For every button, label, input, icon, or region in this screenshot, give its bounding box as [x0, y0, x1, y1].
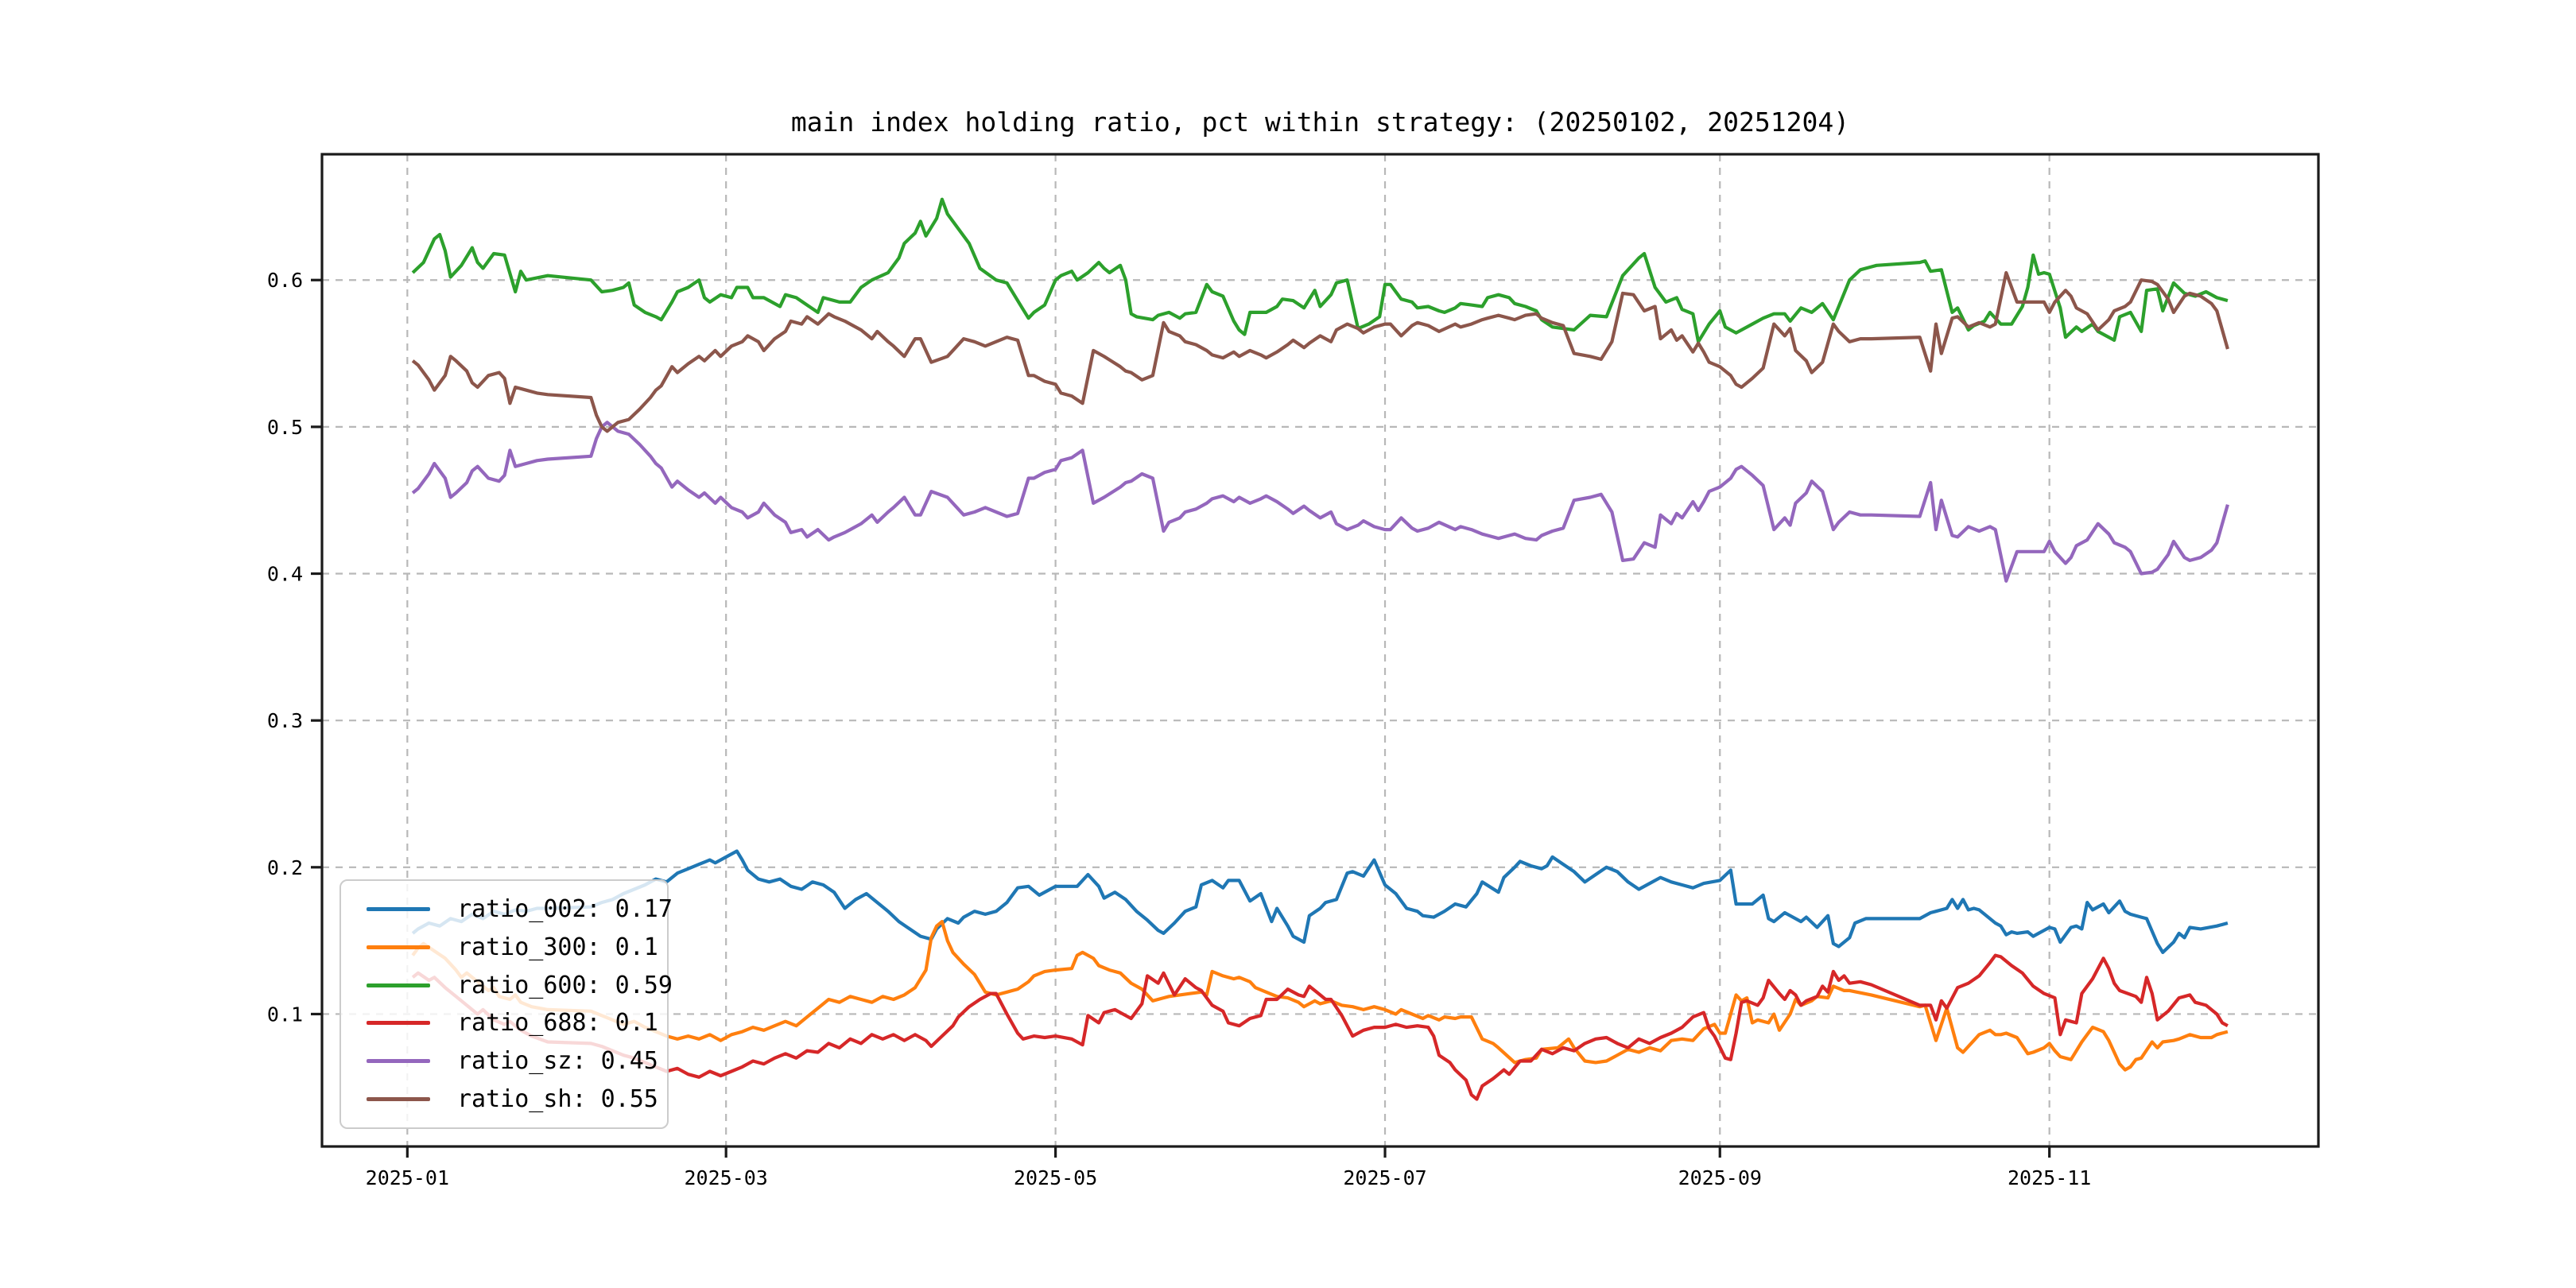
series-line-ratio_688: [411, 953, 2229, 1101]
legend-swatch-ratio_sh: [367, 1096, 430, 1101]
legend-swatch-ratio_688: [367, 1021, 430, 1026]
x-tick-label: 2025-11: [2008, 1166, 2091, 1189]
legend-swatch-ratio_300: [367, 945, 430, 949]
series-line-ratio_sz: [411, 421, 2229, 583]
legend-entry-ratio_sz: ratio_sz: 0.45: [341, 1042, 667, 1080]
legend-entry-ratio_688: ratio_688: 0.1: [341, 1004, 667, 1042]
legend-entry-ratio_600: ratio_600: 0.59: [341, 966, 673, 1004]
legend-entry-ratio_300: ratio_300: 0.1: [341, 929, 667, 967]
chart-title: main index holding ratio, pct within str…: [790, 107, 1850, 138]
legend-label-ratio_sh: ratio_sh: 0.55: [457, 1084, 658, 1113]
series-line-ratio_002: [411, 849, 2229, 954]
legend-swatch-ratio_600: [367, 983, 430, 987]
x-tick-label: 2025-05: [1014, 1166, 1097, 1189]
y-tick-label: 0.6: [267, 269, 303, 292]
x-tick-label: 2025-01: [366, 1166, 449, 1189]
series-line-ratio_600: [411, 197, 2229, 343]
x-tick-label: 2025-03: [684, 1166, 767, 1189]
legend-swatch-ratio_002: [367, 907, 430, 912]
legend-label-ratio_688: ratio_688: 0.1: [457, 1009, 658, 1038]
legend-label-ratio_sz: ratio_sz: 0.45: [457, 1047, 658, 1076]
legend-swatch-ratio_sz: [367, 1059, 430, 1064]
legend-entry-ratio_sh: ratio_sh: 0.55: [341, 1080, 667, 1118]
x-tick-label: 2025-09: [1678, 1166, 1762, 1189]
series-line-ratio_300: [411, 920, 2229, 1072]
legend-box: ratio_002: 0.17 ratio_300: 0.1 ratio_600: …: [339, 879, 673, 1129]
x-tick-label: 2025-07: [1343, 1166, 1426, 1189]
y-tick-label: 0.3: [267, 709, 303, 732]
y-tick-label: 0.1: [267, 1003, 303, 1026]
y-tick-label: 0.4: [267, 563, 303, 586]
axes-frame: [320, 153, 2320, 1148]
legend-label-ratio_600: ratio_600: 0.59: [457, 971, 673, 999]
y-tick-label: 0.2: [267, 856, 303, 879]
legend-label-ratio_300: ratio_300: 0.1: [457, 933, 658, 961]
series-line-ratio_sh: [411, 270, 2229, 433]
legend-entry-ratio_002: ratio_002: 0.17: [341, 890, 673, 929]
y-tick-label: 0.5: [267, 416, 303, 439]
legend-label-ratio_002: ratio_002: 0.17: [457, 895, 673, 924]
